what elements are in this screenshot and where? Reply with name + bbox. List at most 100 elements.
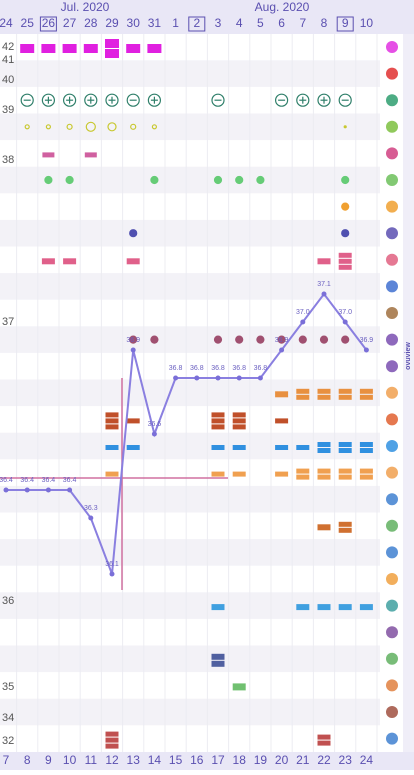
axis-label: 38 (2, 154, 14, 166)
date-label: 26 (42, 16, 56, 30)
entry-dot (20, 93, 34, 107)
entry-mark (211, 604, 225, 611)
cycle-day: 12 (105, 753, 119, 767)
category-icon (386, 253, 398, 266)
axis-label: 42 (2, 41, 14, 53)
axis-label: 32 (2, 735, 14, 747)
entry-mark (275, 418, 289, 424)
category-icon (386, 333, 398, 346)
entry-mark (317, 394, 331, 400)
category-icon (386, 280, 398, 293)
entry-mark (338, 252, 352, 258)
category-icon (386, 360, 398, 373)
entry-dot (44, 175, 53, 185)
row-band (0, 698, 380, 726)
temperature-label: 37.0 (296, 309, 310, 316)
date-label: 27 (63, 16, 77, 30)
entry-mark (211, 471, 225, 477)
axis-label: 36 (2, 595, 14, 607)
entry-mark (317, 388, 331, 394)
temperature-label: 37.0 (338, 309, 352, 316)
entry-dot (319, 335, 329, 344)
entry-mark (338, 258, 352, 264)
temperature-label: 36.8 (232, 365, 246, 372)
category-icon (386, 519, 398, 532)
entry-mark (232, 424, 246, 430)
entry-dot (343, 125, 347, 129)
temperature-label: 36.4 (0, 477, 13, 484)
entry-mark (126, 418, 140, 424)
entry-mark (232, 471, 246, 477)
entry-mark (338, 474, 352, 480)
temperature-point (67, 487, 73, 493)
entry-dot (341, 202, 350, 211)
date-label: 25 (21, 16, 35, 30)
category-icon (386, 227, 398, 240)
temperature-point (215, 375, 221, 381)
entry-mark (359, 604, 373, 611)
row-band (0, 219, 380, 247)
temperature-point (173, 375, 179, 381)
entry-dot (66, 123, 73, 130)
date-label: 31 (148, 16, 162, 30)
entry-mark (20, 44, 35, 53)
entry-mark (359, 448, 373, 453)
category-icon (386, 41, 398, 53)
entry-mark (338, 448, 352, 453)
category-icon (386, 573, 398, 585)
date-label: 29 (105, 16, 119, 30)
temperature-label: 36.6 (148, 421, 162, 428)
brand-strip (403, 34, 414, 752)
temperature-label: 36.4 (20, 477, 34, 484)
entry-mark (62, 44, 77, 53)
cycle-day: 24 (360, 753, 374, 767)
entry-mark (105, 412, 119, 418)
entry-mark (338, 388, 352, 394)
entry-dot (65, 175, 74, 185)
temperature-label: 37.1 (317, 281, 331, 288)
row-band (0, 326, 380, 353)
entry-mark (147, 44, 162, 53)
temperature-label: 36.8 (211, 365, 225, 372)
entry-mark (359, 394, 373, 400)
cycle-day: 10 (63, 753, 77, 767)
date-label: 6 (278, 16, 285, 30)
temperature-label: 36.8 (190, 365, 204, 372)
entry-dot (150, 335, 159, 344)
entry-dot (275, 93, 289, 107)
axis-label: 39 (2, 104, 14, 116)
entry-mark (105, 743, 119, 749)
row-band (0, 592, 380, 619)
temperature-point (342, 319, 348, 325)
entry-dot (211, 93, 225, 107)
entry-mark (211, 424, 225, 430)
cycle-day: 20 (275, 753, 289, 767)
entry-dot (150, 175, 159, 185)
entry-mark (211, 660, 225, 667)
date-box (188, 16, 206, 32)
cycle-day: 8 (24, 753, 31, 767)
row-band (0, 645, 380, 673)
entry-dot (151, 124, 157, 130)
entry-dot (341, 229, 350, 238)
entry-mark (359, 388, 373, 394)
entry-mark (126, 258, 140, 265)
entry-mark (105, 49, 119, 58)
cycle-day: 22 (317, 753, 331, 767)
cycle-day: 23 (339, 753, 353, 767)
entry-mark (211, 653, 225, 660)
entry-mark (317, 258, 331, 265)
date-label: 10 (360, 16, 374, 30)
date-label: 2 (193, 16, 200, 30)
entry-mark (338, 394, 352, 400)
temperature-point (279, 347, 285, 353)
cycle-day: 11 (85, 753, 98, 767)
entry-mark (317, 734, 331, 740)
category-icon (386, 413, 398, 426)
category-icon (386, 67, 398, 80)
temperature-point (194, 375, 200, 381)
category-icon (386, 440, 398, 452)
temperature-label: 36.8 (254, 365, 268, 372)
temperature-line (6, 292, 368, 575)
entry-mark (126, 445, 140, 450)
